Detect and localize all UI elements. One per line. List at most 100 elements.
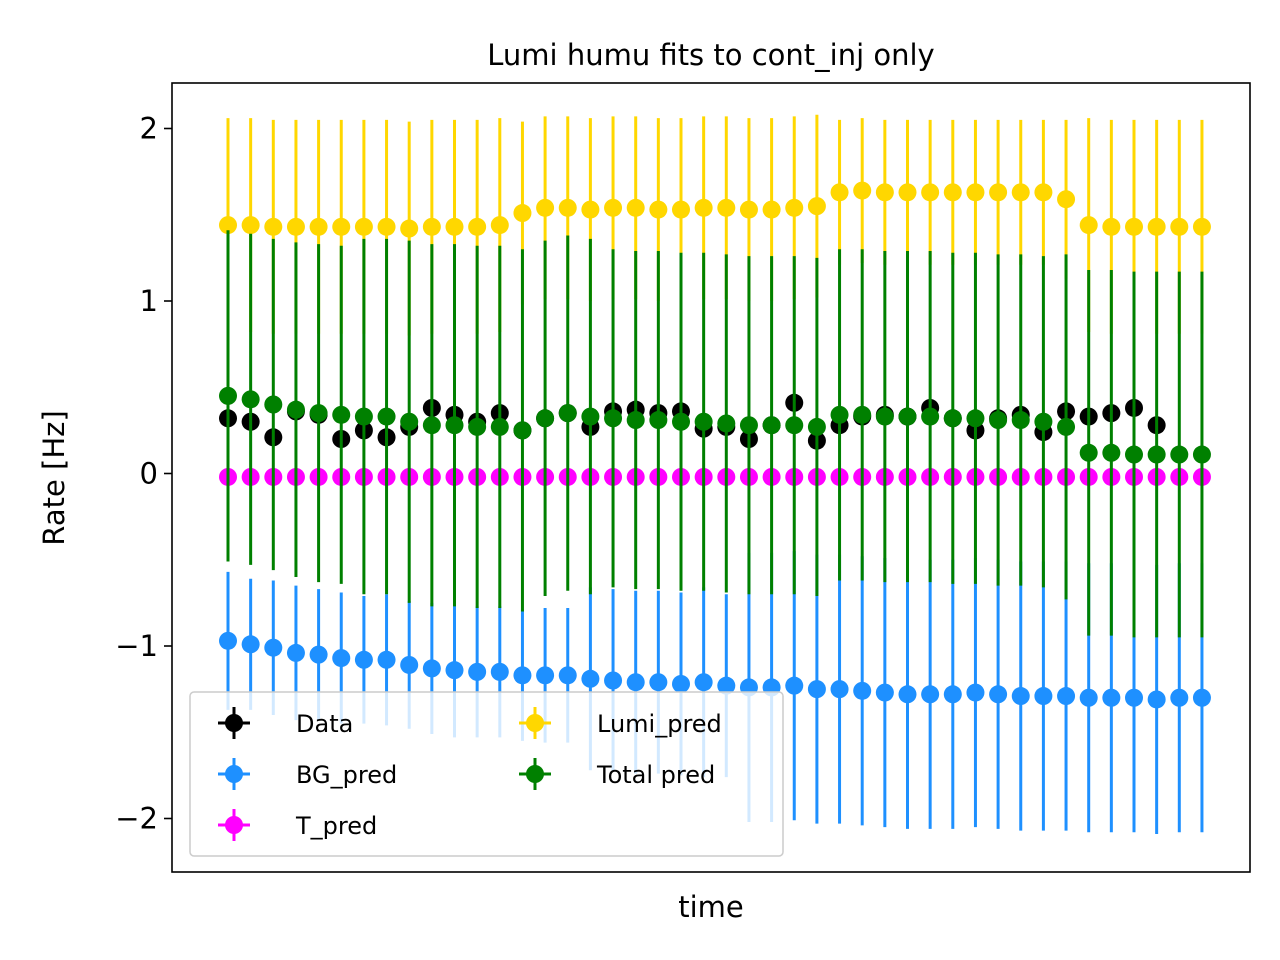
data-point: [694, 673, 713, 692]
data-point: [513, 666, 532, 685]
data-point: [717, 414, 736, 433]
legend-label: Data: [296, 710, 353, 738]
data-point: [1125, 217, 1143, 236]
data-point: [241, 390, 260, 409]
data-point: [490, 662, 509, 681]
data-point: [1079, 443, 1098, 462]
data-point: [739, 200, 758, 219]
data-point: [966, 683, 985, 702]
data-point: [422, 659, 441, 678]
data-point: [853, 405, 872, 424]
data-point: [875, 407, 894, 426]
data-point: [762, 200, 781, 219]
data-point: [1125, 445, 1143, 464]
data-point: [626, 673, 645, 692]
data-point: [1170, 688, 1189, 707]
data-point: [807, 197, 826, 216]
data-point: [1102, 443, 1121, 462]
data-point: [921, 685, 940, 704]
data-point: [807, 417, 826, 436]
data-point: [649, 200, 668, 219]
data-point: [739, 416, 758, 435]
data-point: [1125, 688, 1143, 707]
data-point: [649, 673, 668, 692]
data-point: [445, 661, 464, 680]
data-point: [264, 638, 283, 657]
y-tick-label: 1: [140, 284, 158, 318]
data-point: [1057, 190, 1076, 209]
series-total-pred: [219, 230, 1211, 638]
data-point: [989, 183, 1008, 202]
data-point: [468, 662, 487, 681]
data-point: [1147, 690, 1166, 709]
data-point: [853, 181, 872, 200]
legend-label: Lumi_pred: [597, 710, 722, 738]
legend-entries: Data BG_pred T_pred Lumi_pred Total pred: [218, 707, 722, 841]
data-point: [943, 409, 962, 428]
data-point: [875, 183, 894, 202]
data-point: [422, 217, 441, 236]
data-point: [219, 631, 237, 650]
data-point: [989, 685, 1008, 704]
data-point: [943, 685, 962, 704]
data-point: [830, 183, 849, 202]
legend: Data BG_pred T_pred Lumi_pred Total pred: [189, 691, 784, 857]
data-point: [1192, 688, 1211, 707]
legend-frame: [189, 691, 784, 857]
data-point: [400, 655, 419, 674]
data-point: [943, 183, 962, 202]
legend-label: T_pred: [295, 812, 377, 840]
data-point: [898, 685, 917, 704]
data-point: [1170, 217, 1189, 236]
data-point: [1011, 183, 1030, 202]
data-point: [921, 183, 940, 202]
chart-title: Lumi humu fits to cont_inj only: [487, 38, 934, 72]
data-point: [1034, 412, 1053, 431]
data-point: [536, 666, 555, 685]
data-point: [626, 198, 645, 217]
data-point: [807, 680, 826, 699]
data-point: [309, 404, 328, 423]
data-point: [717, 198, 736, 217]
legend-marker: [225, 816, 243, 834]
data-point: [513, 421, 532, 440]
data-point: [785, 676, 804, 695]
legend-entry: BG_pred: [218, 758, 397, 790]
series-layer: [219, 114, 1211, 835]
y-axis: 2 1 0 −1 −2: [115, 112, 172, 836]
data-point: [921, 407, 940, 426]
data-point: [332, 405, 351, 424]
y-tick-label: −1: [115, 629, 158, 663]
data-point: [1079, 688, 1098, 707]
data-point: [672, 674, 690, 693]
data-point: [626, 411, 645, 430]
data-point: [468, 417, 487, 436]
data-point: [264, 395, 283, 414]
legend-marker: [526, 714, 544, 732]
data-point: [785, 198, 804, 217]
data-point: [830, 680, 849, 699]
data-point: [581, 407, 600, 426]
data-point: [1147, 445, 1166, 464]
data-point: [898, 183, 917, 202]
data-point: [558, 198, 577, 217]
x-axis-label: time: [678, 890, 744, 924]
data-point: [1057, 417, 1076, 436]
data-point: [672, 412, 690, 431]
data-point: [649, 411, 668, 430]
data-point: [445, 217, 464, 236]
data-point: [1192, 217, 1211, 236]
data-point: [604, 198, 623, 217]
legend-marker: [526, 765, 544, 783]
y-axis-label: Rate [Hz]: [37, 410, 71, 545]
data-point: [286, 217, 305, 236]
data-point: [354, 650, 373, 669]
data-point: [241, 635, 260, 654]
data-point: [1192, 445, 1211, 464]
data-point: [1057, 687, 1076, 706]
data-point: [558, 666, 577, 685]
data-point: [377, 650, 396, 669]
data-point: [1034, 687, 1053, 706]
data-point: [989, 411, 1008, 430]
data-point: [490, 216, 509, 235]
